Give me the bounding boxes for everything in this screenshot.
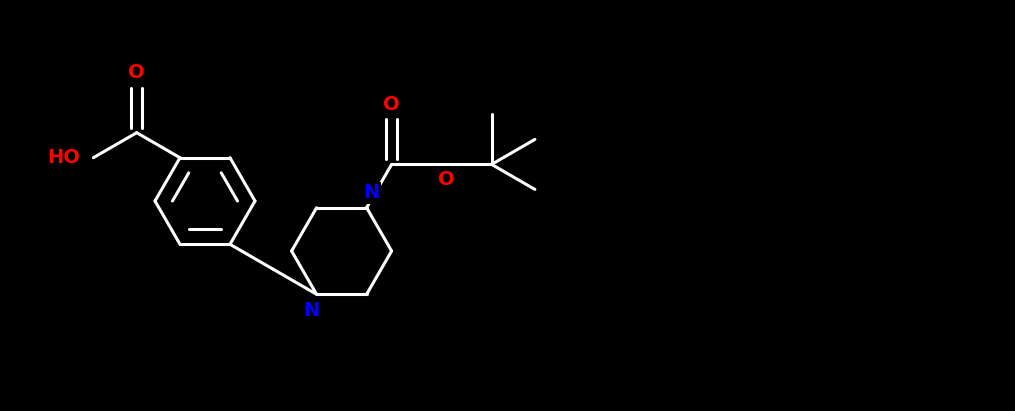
Text: N: N [303, 301, 320, 320]
Text: O: O [128, 63, 145, 82]
Text: O: O [438, 170, 455, 189]
Text: N: N [363, 183, 380, 202]
Text: HO: HO [48, 148, 80, 167]
Text: O: O [384, 95, 400, 114]
